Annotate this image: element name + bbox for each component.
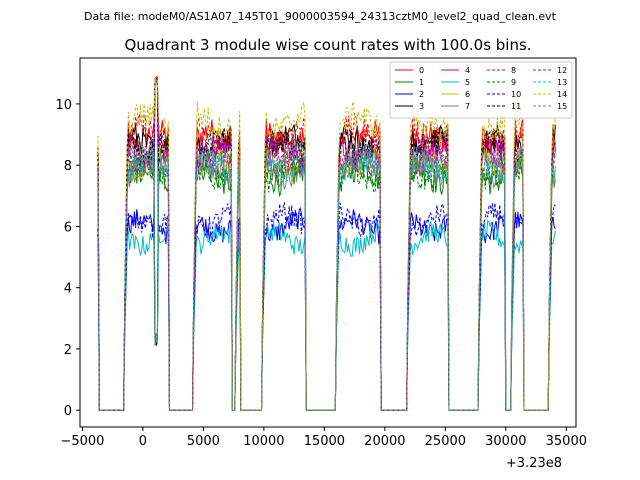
y-tick-label: 10	[55, 98, 72, 113]
legend-label: 10	[511, 90, 521, 99]
y-tick-label: 2	[64, 343, 72, 358]
legend-label: 13	[557, 78, 567, 87]
legend-label: 2	[419, 90, 424, 99]
legend-label: 7	[465, 102, 470, 111]
x-tick-label: 35000	[546, 434, 587, 449]
legend-label: 3	[419, 102, 424, 111]
x-tick-label: 5000	[187, 434, 220, 449]
legend-label: 11	[511, 102, 521, 111]
chart-title: Quadrant 3 module wise count rates with …	[124, 36, 531, 54]
legend-label: 12	[557, 66, 567, 75]
y-tick-label: 6	[64, 220, 72, 235]
y-tick-label: 0	[64, 404, 72, 419]
x-tick-label: 25000	[425, 434, 466, 449]
legend-label: 6	[465, 90, 470, 99]
legend-label: 14	[557, 90, 567, 99]
y-tick-label: 4	[64, 282, 72, 297]
legend-label: 8	[511, 66, 516, 75]
x-tick-label: 20000	[364, 434, 405, 449]
legend-label: 0	[419, 66, 424, 75]
x-tick-label: 30000	[485, 434, 526, 449]
chart: Data file: modeM0/AS1A07_145T01_90000035…	[0, 0, 640, 480]
legend-label: 1	[419, 78, 424, 87]
x-tick-label: −5000	[60, 434, 104, 449]
legend-label: 15	[557, 102, 567, 111]
x-tick-label: 10000	[243, 434, 284, 449]
suptitle: Data file: modeM0/AS1A07_145T01_90000035…	[84, 10, 557, 23]
x-tick-label: 0	[139, 434, 147, 449]
y-tick-label: 8	[64, 159, 72, 174]
x-offset-label: +3.23e8	[506, 456, 562, 471]
legend-label: 9	[511, 78, 516, 87]
legend-label: 4	[465, 66, 470, 75]
x-tick-label: 15000	[304, 434, 345, 449]
legend-label: 5	[465, 78, 470, 87]
